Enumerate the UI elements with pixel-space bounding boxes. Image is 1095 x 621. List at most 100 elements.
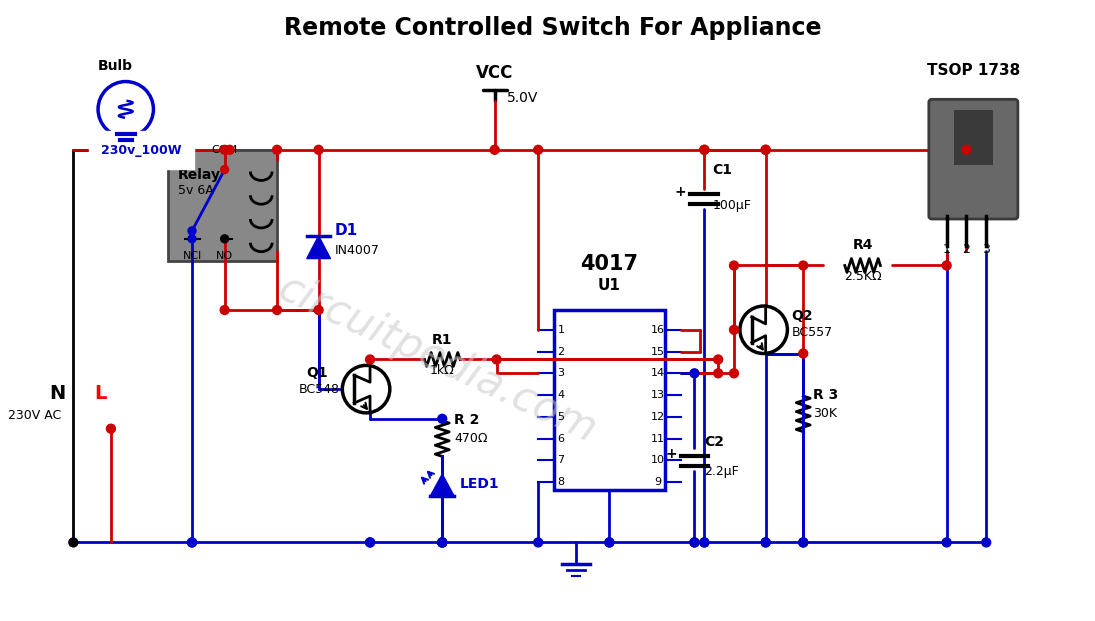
Circle shape xyxy=(438,414,447,424)
Text: 12: 12 xyxy=(650,412,665,422)
Text: 14: 14 xyxy=(650,368,665,378)
Text: +: + xyxy=(675,185,687,199)
Text: R 3: R 3 xyxy=(814,388,839,402)
Circle shape xyxy=(492,355,502,364)
Circle shape xyxy=(438,538,447,547)
Circle shape xyxy=(761,145,770,154)
FancyBboxPatch shape xyxy=(554,310,665,490)
Circle shape xyxy=(221,166,229,173)
Circle shape xyxy=(740,306,787,353)
Circle shape xyxy=(761,538,770,547)
Text: 3: 3 xyxy=(557,368,564,378)
Text: 9: 9 xyxy=(655,477,661,487)
Circle shape xyxy=(491,145,499,154)
Circle shape xyxy=(798,538,808,547)
Text: 2: 2 xyxy=(557,347,565,356)
Text: C2: C2 xyxy=(704,435,724,448)
Circle shape xyxy=(438,538,447,547)
Text: 100μF: 100μF xyxy=(712,199,751,212)
Circle shape xyxy=(187,538,196,547)
Circle shape xyxy=(438,538,447,547)
Text: 1: 1 xyxy=(557,325,564,335)
Text: 2: 2 xyxy=(963,243,970,256)
FancyBboxPatch shape xyxy=(169,150,277,261)
Circle shape xyxy=(604,538,614,547)
Text: 5: 5 xyxy=(557,412,564,422)
Text: U1: U1 xyxy=(598,278,621,293)
Text: Q2: Q2 xyxy=(792,309,812,323)
Circle shape xyxy=(221,235,229,243)
Text: VCC: VCC xyxy=(476,63,514,81)
Text: NCl: NCl xyxy=(183,251,201,261)
Text: TSOP 1738: TSOP 1738 xyxy=(926,63,1019,78)
Circle shape xyxy=(343,365,390,413)
Text: 230v_100W: 230v_100W xyxy=(101,143,182,156)
Circle shape xyxy=(533,538,543,547)
Text: 2.2μF: 2.2μF xyxy=(704,465,739,478)
Text: LED1: LED1 xyxy=(460,477,499,491)
Circle shape xyxy=(366,538,374,547)
Text: NO: NO xyxy=(216,251,233,261)
Text: circuitpedia.com: circuitpedia.com xyxy=(272,267,603,451)
Circle shape xyxy=(273,145,281,154)
Circle shape xyxy=(366,538,374,547)
Circle shape xyxy=(700,145,708,154)
Text: +: + xyxy=(665,447,677,461)
Circle shape xyxy=(714,369,723,378)
Text: Bulb: Bulb xyxy=(99,58,134,73)
Circle shape xyxy=(798,349,808,358)
Text: 4: 4 xyxy=(557,390,565,400)
Circle shape xyxy=(366,355,374,364)
Circle shape xyxy=(714,355,723,364)
Circle shape xyxy=(798,261,808,270)
Circle shape xyxy=(729,369,738,378)
Circle shape xyxy=(963,145,971,154)
Circle shape xyxy=(106,424,115,433)
Text: 8: 8 xyxy=(557,477,565,487)
Circle shape xyxy=(188,235,196,243)
Text: 16: 16 xyxy=(650,325,665,335)
FancyBboxPatch shape xyxy=(929,99,1018,219)
Text: 470Ω: 470Ω xyxy=(454,432,487,445)
Circle shape xyxy=(798,538,808,547)
FancyBboxPatch shape xyxy=(954,110,993,165)
Text: 1: 1 xyxy=(943,243,950,256)
Circle shape xyxy=(700,145,708,154)
Text: R1: R1 xyxy=(433,333,452,347)
Circle shape xyxy=(273,306,281,314)
Circle shape xyxy=(729,261,738,270)
Text: 2.5KΩ: 2.5KΩ xyxy=(844,270,881,283)
Text: 5v 6A: 5v 6A xyxy=(178,184,214,197)
Circle shape xyxy=(187,538,196,547)
Text: Remote Controlled Switch For Appliance: Remote Controlled Switch For Appliance xyxy=(285,16,821,40)
Circle shape xyxy=(729,325,738,334)
Circle shape xyxy=(700,538,708,547)
Text: 10: 10 xyxy=(650,455,665,465)
Text: 13: 13 xyxy=(650,390,665,400)
Text: IN4007: IN4007 xyxy=(334,243,379,256)
Circle shape xyxy=(99,81,153,137)
Circle shape xyxy=(188,227,196,235)
Text: R4: R4 xyxy=(852,238,873,252)
Circle shape xyxy=(690,538,699,547)
Circle shape xyxy=(761,145,770,154)
Circle shape xyxy=(314,306,323,314)
Circle shape xyxy=(761,538,770,547)
Text: BC548: BC548 xyxy=(299,383,339,396)
Text: 1kΩ: 1kΩ xyxy=(430,365,454,378)
Circle shape xyxy=(226,145,234,154)
Text: R 2: R 2 xyxy=(454,413,480,427)
Polygon shape xyxy=(307,236,331,258)
Text: N: N xyxy=(49,384,66,403)
Text: 5.0V: 5.0V xyxy=(507,91,538,106)
Text: Relay: Relay xyxy=(178,168,221,183)
Circle shape xyxy=(700,538,708,547)
Text: Q1: Q1 xyxy=(307,366,328,380)
Circle shape xyxy=(942,261,952,270)
Circle shape xyxy=(314,145,323,154)
Text: D1: D1 xyxy=(334,223,358,238)
Text: 7: 7 xyxy=(557,455,565,465)
Circle shape xyxy=(220,145,229,154)
Text: L: L xyxy=(94,384,107,403)
Circle shape xyxy=(438,538,447,547)
